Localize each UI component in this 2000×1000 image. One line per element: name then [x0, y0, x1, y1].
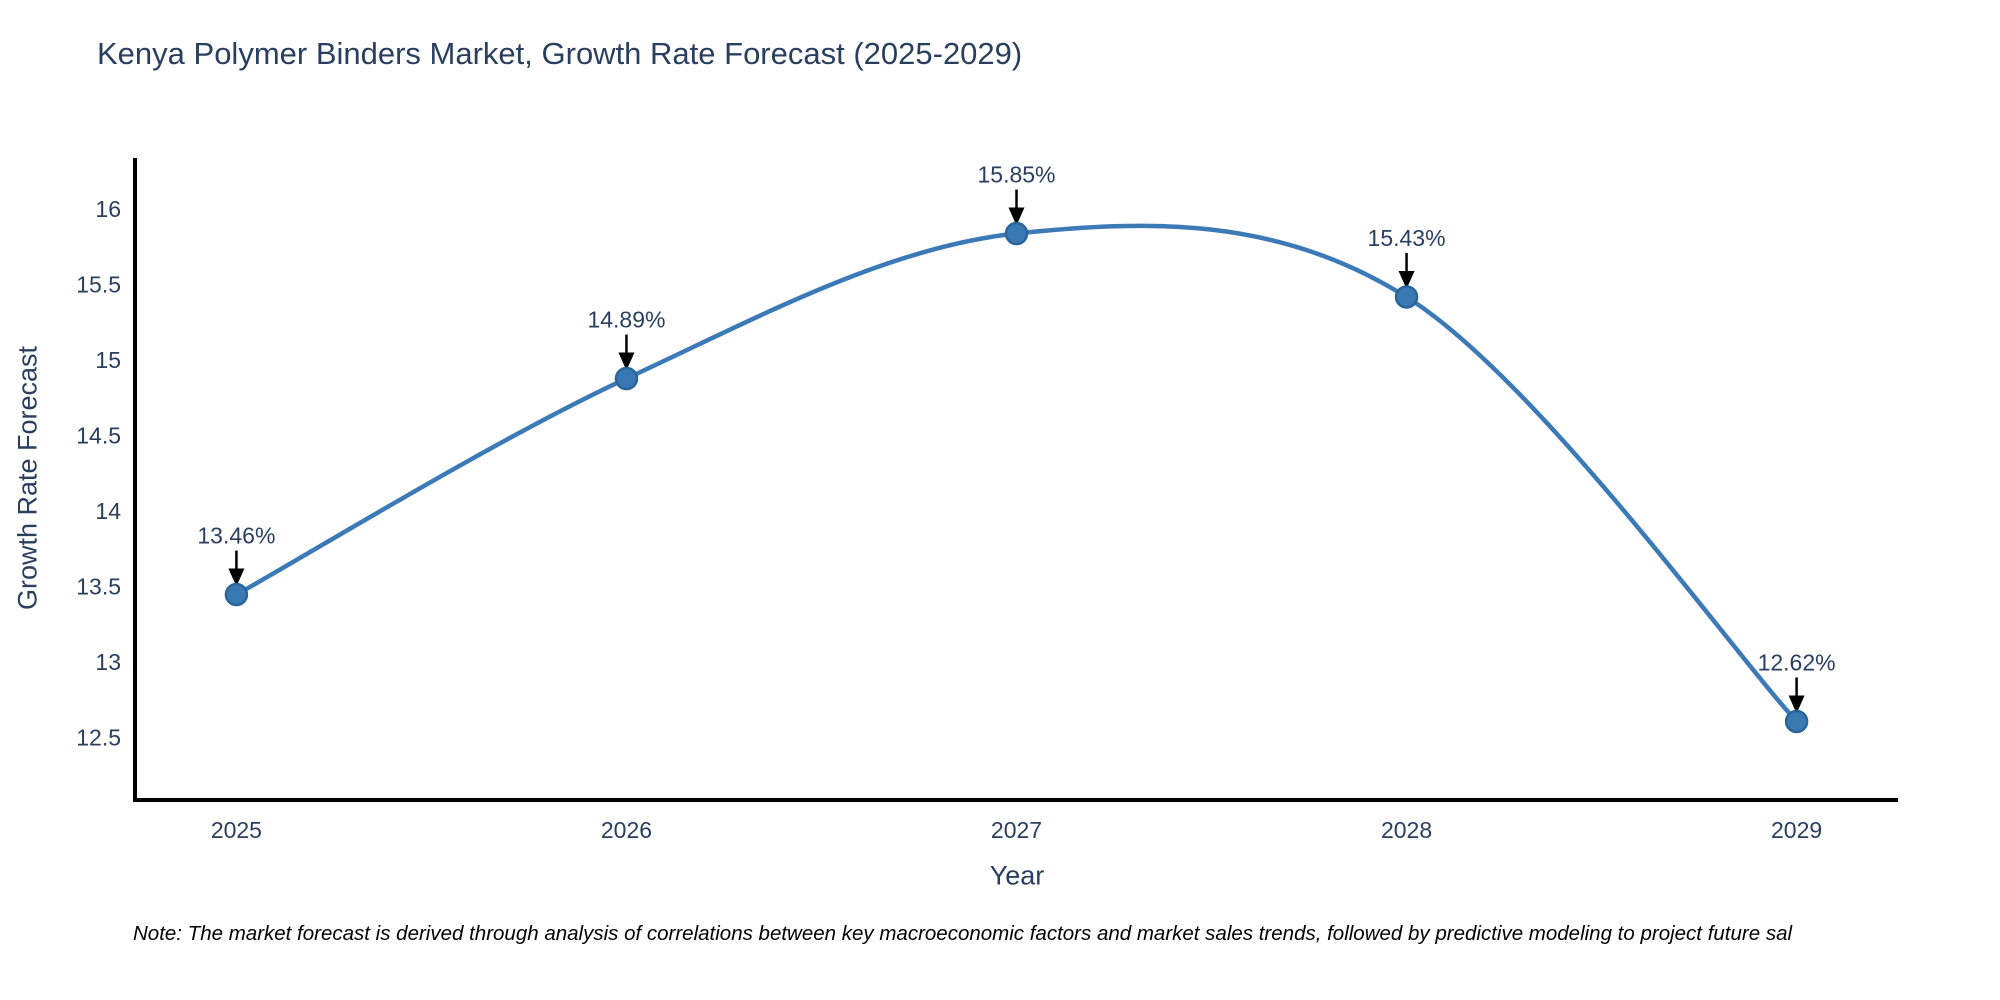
- y-tick-label: 14.5: [76, 423, 121, 449]
- annotation-arrow-head: [228, 568, 245, 587]
- x-axis-title: Year: [989, 860, 1045, 891]
- data-point-2028[interactable]: [1394, 285, 1419, 309]
- y-tick-label: 13.5: [76, 574, 121, 600]
- x-tick-label: 2027: [991, 817, 1042, 843]
- data-point-2027[interactable]: [1004, 221, 1029, 246]
- point-value-label: 12.62%: [1758, 649, 1836, 675]
- data-point-2029[interactable]: [1784, 709, 1809, 734]
- y-tick-label: 16: [95, 196, 121, 222]
- annotation-arrow-head: [1788, 695, 1805, 714]
- data-point-2026[interactable]: [614, 366, 639, 391]
- annotation-arrow-head: [618, 352, 635, 371]
- point-value-label: 15.43%: [1368, 225, 1446, 251]
- point-value-label: 14.89%: [587, 307, 665, 333]
- x-tick-label: 2026: [601, 817, 652, 843]
- x-tick-label: 2025: [211, 817, 262, 843]
- y-axis-title: Growth Rate Forecast: [12, 345, 43, 611]
- x-tick-label: 2028: [1381, 817, 1432, 843]
- data-point-2025[interactable]: [224, 582, 249, 607]
- y-tick-label: 15.5: [76, 271, 121, 297]
- point-value-label: 13.46%: [197, 523, 275, 549]
- y-tick-label: 14: [95, 498, 121, 524]
- annotation-arrow-head: [1398, 270, 1415, 289]
- chart-title: Kenya Polymer Binders Market, Growth Rat…: [97, 36, 1023, 71]
- y-tick-label: 13: [95, 649, 121, 675]
- forecast-line: [234, 223, 1799, 724]
- footnote: Note: The market forecast is derived thr…: [133, 922, 1793, 945]
- point-value-label: 15.85%: [977, 162, 1055, 188]
- y-tick-label: 12.5: [76, 725, 121, 751]
- annotation-arrow-head: [1008, 207, 1025, 226]
- y-tick-label: 15: [95, 347, 121, 373]
- x-tick-label: 2029: [1771, 817, 1822, 843]
